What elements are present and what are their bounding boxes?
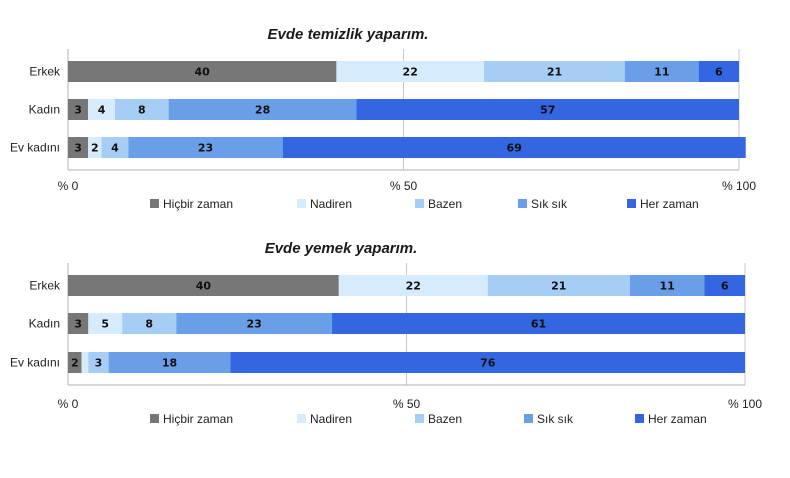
data-label: 23 [198, 142, 213, 155]
data-label: 11 [654, 66, 669, 79]
bar-segment [704, 275, 745, 296]
bar-segment [68, 137, 89, 158]
bar-segment [338, 275, 488, 296]
tick-label: % 100 [722, 179, 756, 193]
category-label: Ev kadını [10, 141, 60, 155]
data-label: 3 [95, 357, 103, 370]
data-label: 21 [547, 66, 562, 79]
bar-segment [282, 137, 746, 158]
bar-segment [88, 137, 102, 158]
category-label: Erkek [29, 65, 61, 79]
data-label: 5 [101, 318, 109, 331]
bar-segment [698, 61, 739, 82]
bar-segment [68, 313, 89, 334]
data-label: 3 [74, 318, 82, 331]
legend-swatch [518, 199, 527, 208]
bar-segment [230, 352, 746, 373]
bar-segment [88, 313, 123, 334]
legend-swatch [635, 414, 644, 423]
legend-swatch [297, 199, 306, 208]
bar-segment [108, 352, 231, 373]
bar-segment [88, 352, 109, 373]
data-label: 8 [138, 104, 146, 117]
bar-segment [128, 137, 283, 158]
chart-title: Evde yemek yaparım. [265, 240, 418, 257]
tick-label: % 50 [393, 397, 421, 411]
legend-swatch [415, 199, 424, 208]
category-label: Kadın [29, 103, 60, 117]
legend-label: Sık sık [537, 412, 574, 426]
legend-swatch [297, 414, 306, 423]
data-label: 28 [255, 104, 270, 117]
legend-label: Nadiren [310, 197, 352, 211]
data-label: 40 [195, 66, 211, 79]
data-label: 22 [403, 66, 418, 79]
data-label: 3 [74, 104, 82, 117]
bar-segment [68, 99, 89, 120]
bar-segment [68, 275, 339, 296]
category-label: Erkek [29, 279, 61, 293]
legend-label: Hiçbir zaman [163, 197, 233, 211]
data-label: 69 [507, 142, 522, 155]
bar-segment [122, 313, 177, 334]
data-label: 76 [480, 357, 496, 370]
category-label: Kadın [29, 317, 60, 331]
data-label: 61 [531, 318, 546, 331]
bar-segment [336, 61, 485, 82]
legend-label: Nadiren [310, 412, 352, 426]
data-label: 6 [715, 66, 723, 79]
legend-label: Hiçbir zaman [163, 412, 233, 426]
data-label: 23 [247, 318, 262, 331]
bar-segment [114, 99, 169, 120]
legend-swatch [627, 199, 636, 208]
data-label: 6 [721, 280, 729, 293]
legend-label: Her zaman [648, 412, 707, 426]
chart-title: Evde temizlik yaparım. [268, 26, 429, 43]
bar-segment [356, 99, 739, 120]
bar-segment [176, 313, 333, 334]
bar-segment [629, 275, 705, 296]
bar-segment [68, 352, 82, 373]
data-label: 2 [71, 357, 79, 370]
bar-segment [68, 61, 337, 82]
data-label: 22 [406, 280, 421, 293]
bar-segment [332, 313, 745, 334]
data-label: 40 [196, 280, 212, 293]
legend-label: Bazen [428, 412, 462, 426]
legend-swatch [150, 414, 159, 423]
bar-segment [487, 275, 630, 296]
bar-segment [81, 352, 89, 373]
legend-swatch [415, 414, 424, 423]
data-label: 21 [551, 280, 566, 293]
data-label: 4 [111, 142, 119, 155]
tick-label: % 100 [728, 397, 762, 411]
legend-label: Sık sık [531, 197, 568, 211]
bar-segment [88, 99, 115, 120]
tick-label: % 50 [390, 179, 418, 193]
data-label: 8 [145, 318, 153, 331]
data-label: 57 [540, 104, 555, 117]
legend-label: Her zaman [640, 197, 699, 211]
data-label: 3 [74, 142, 82, 155]
data-label: 4 [98, 104, 106, 117]
bar-segment [624, 61, 699, 82]
bar-segment [484, 61, 625, 82]
data-label: 18 [162, 357, 177, 370]
legend-swatch [524, 414, 533, 423]
data-label: 11 [659, 280, 674, 293]
tick-label: % 0 [58, 179, 79, 193]
data-label: 2 [91, 142, 99, 155]
category-label: Ev kadını [10, 356, 60, 370]
legend-swatch [150, 199, 159, 208]
bar-segment [101, 137, 129, 158]
legend-label: Bazen [428, 197, 462, 211]
tick-label: % 0 [58, 397, 79, 411]
bar-segment [168, 99, 357, 120]
